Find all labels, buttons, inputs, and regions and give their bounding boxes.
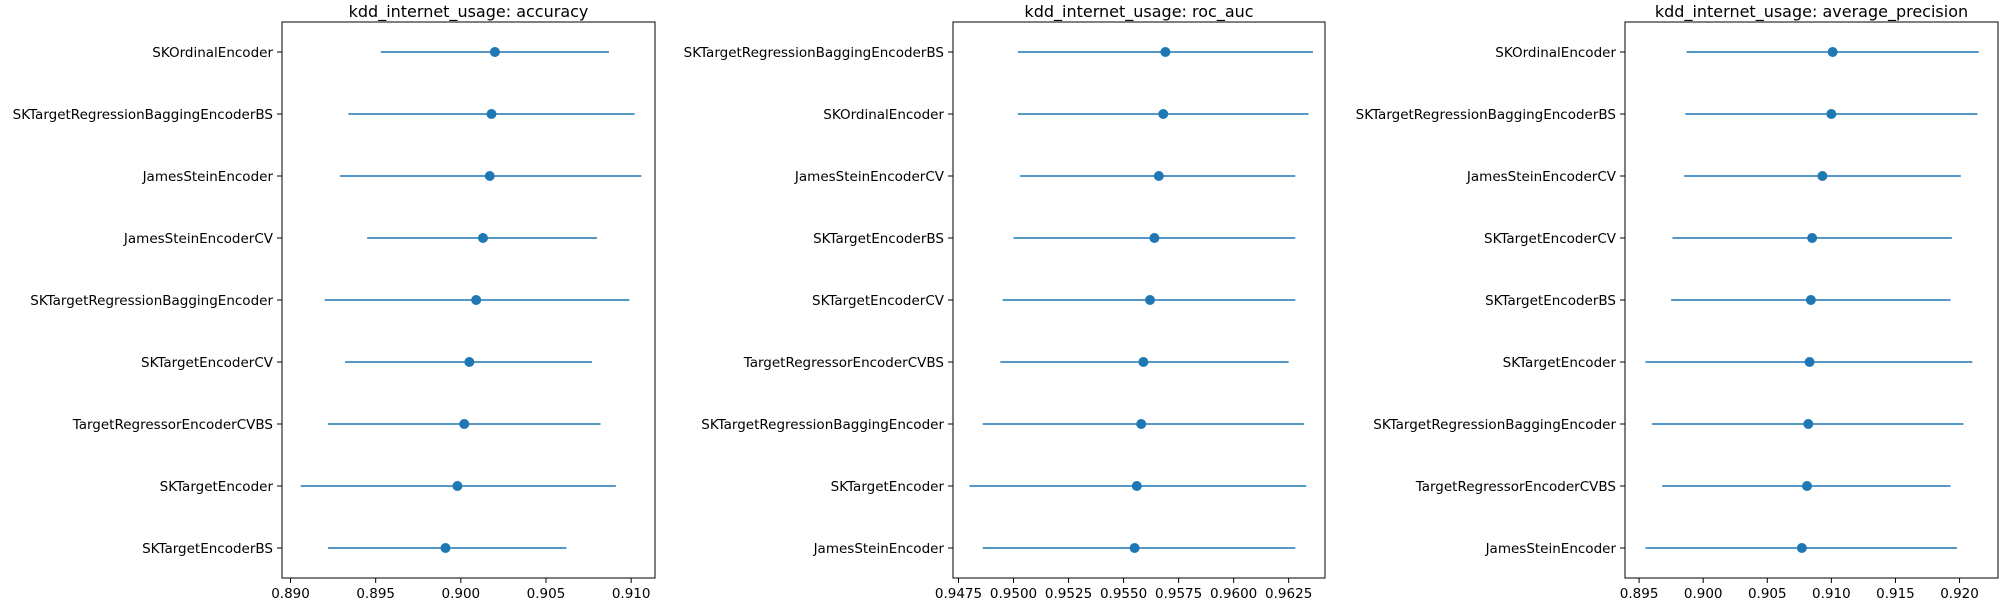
chart-title: kdd_internet_usage: roc_auc xyxy=(1024,2,1253,22)
chart-title: kdd_internet_usage: average_precision xyxy=(1655,2,1968,22)
x-tick-label: 0.920 xyxy=(1940,586,1979,600)
data-point xyxy=(1826,109,1837,119)
x-tick-label: 0.890 xyxy=(271,586,310,600)
data-point xyxy=(1802,481,1813,491)
data-point xyxy=(484,171,495,181)
chart-panel-3: kdd_internet_usage: average_precision 0.8… xyxy=(1356,2,1999,602)
data-point xyxy=(477,233,488,243)
data-point xyxy=(1805,295,1816,305)
x-tick-label: 0.9475 xyxy=(935,586,982,600)
data-point xyxy=(1149,233,1160,243)
x-tick-label: 0.910 xyxy=(612,586,651,600)
y-tick-label: JamesSteinEncoder xyxy=(142,169,274,185)
x-tick-label: 0.9550 xyxy=(1100,586,1147,600)
data-point xyxy=(1153,171,1164,181)
data-point xyxy=(464,357,475,367)
y-tick-label: SKTargetRegressionBaggingEncoder xyxy=(1373,417,1616,433)
data-point xyxy=(459,419,470,429)
y-tick-label: JamesSteinEncoderCV xyxy=(794,169,945,185)
y-tick-label: JamesSteinEncoderCV xyxy=(123,231,274,247)
data-point xyxy=(1129,543,1140,553)
x-tick-label: 0.895 xyxy=(1620,586,1659,600)
data-point xyxy=(1803,419,1814,429)
y-tick-label: JamesSteinEncoderCV xyxy=(1466,169,1617,185)
data-point xyxy=(440,543,451,553)
x-tick-label: 0.9500 xyxy=(990,586,1037,600)
x-tick-label: 0.9525 xyxy=(1045,586,1092,600)
x-tick-label: 0.900 xyxy=(442,586,481,600)
y-tick-label: JamesSteinEncoder xyxy=(1485,541,1617,557)
data-point xyxy=(1160,47,1171,57)
y-tick-label: SKOrdinalEncoder xyxy=(1495,45,1616,61)
x-tick-label: 0.905 xyxy=(527,586,566,600)
y-tick-label: SKTargetEncoderCV xyxy=(141,355,274,371)
x-tick-label: 0.915 xyxy=(1876,586,1915,600)
y-tick-label: SKTargetEncoderBS xyxy=(813,231,944,247)
y-tick-label: SKTargetRegressionBaggingEncoderBS xyxy=(684,45,944,61)
x-tick-label: 0.895 xyxy=(356,586,395,600)
data-point xyxy=(1131,481,1142,491)
data-point xyxy=(1138,357,1149,367)
data-point xyxy=(1804,357,1815,367)
y-tick-label: SKTargetEncoderBS xyxy=(1485,293,1616,309)
x-tick-label: 0.910 xyxy=(1812,586,1851,600)
y-tick-label: SKTargetEncoderCV xyxy=(1484,231,1617,247)
y-tick-label: JamesSteinEncoder xyxy=(813,541,945,557)
data-point xyxy=(471,295,482,305)
data-point xyxy=(1827,47,1838,57)
y-tick-label: SKTargetEncoder xyxy=(831,479,945,495)
data-point xyxy=(489,47,500,57)
x-tick-label: 0.905 xyxy=(1748,586,1787,600)
y-tick-label: SKTargetRegressionBaggingEncoder xyxy=(701,417,944,433)
chart-title: kdd_internet_usage: accuracy xyxy=(349,2,589,22)
y-tick-label: TargetRegressorEncoderCVBS xyxy=(1415,479,1616,495)
y-tick-label: SKTargetEncoderCV xyxy=(812,293,945,309)
y-tick-label: SKTargetEncoderBS xyxy=(142,541,273,557)
data-point xyxy=(486,109,497,119)
data-point xyxy=(1158,109,1169,119)
y-tick-label: SKOrdinalEncoder xyxy=(152,45,273,61)
y-tick-label: TargetRegressorEncoderCVBS xyxy=(72,417,273,433)
x-tick-label: 0.900 xyxy=(1684,586,1723,600)
x-tick-label: 0.9600 xyxy=(1210,586,1257,600)
y-tick-label: SKTargetEncoder xyxy=(1503,355,1617,371)
chart-panel-2: kdd_internet_usage: roc_auc 0.9475 0.9500 0… xyxy=(684,2,1326,602)
data-point xyxy=(1136,419,1147,429)
y-tick-label: SKTargetRegressionBaggingEncoderBS xyxy=(1356,107,1616,123)
data-point xyxy=(1796,543,1807,553)
chart-panel-1: kdd_internet_usage: accuracy 0.890 0.895 0.… xyxy=(13,2,656,602)
x-tick-label: 0.9625 xyxy=(1265,586,1312,600)
y-tick-label: SKOrdinalEncoder xyxy=(823,107,944,123)
data-point xyxy=(1145,295,1156,305)
data-point xyxy=(1817,171,1828,181)
y-tick-label: SKTargetEncoder xyxy=(160,479,274,495)
data-point xyxy=(1807,233,1818,243)
y-tick-label: SKTargetRegressionBaggingEncoder xyxy=(30,293,273,309)
y-tick-label: TargetRegressorEncoderCVBS xyxy=(743,355,944,371)
y-tick-label: SKTargetRegressionBaggingEncoderBS xyxy=(13,107,273,123)
x-tick-label: 0.9575 xyxy=(1155,586,1202,600)
data-point xyxy=(452,481,463,491)
